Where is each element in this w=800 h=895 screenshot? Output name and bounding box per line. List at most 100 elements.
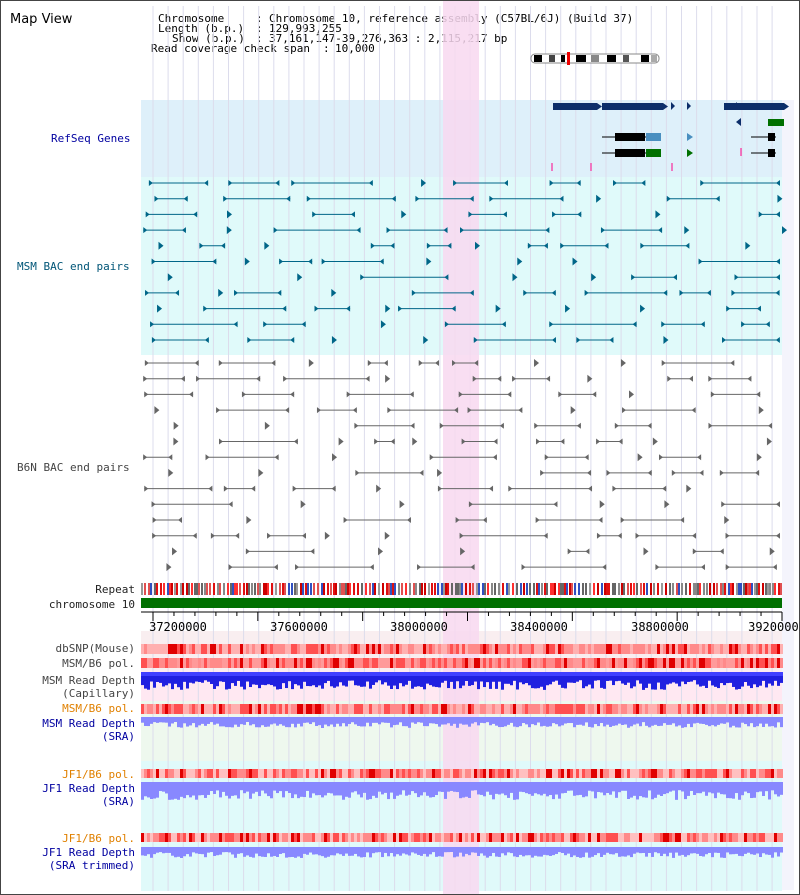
b6n-bac-pair-end [173,437,179,446]
polymorphism-cell [291,833,294,842]
polymorphism-cell [705,658,708,668]
read-depth-bar [441,717,444,725]
read-depth-bar [195,717,198,728]
b6n-bac-pair-end [369,564,374,571]
read-depth-bar [351,672,354,676]
read-depth-bar [411,672,414,676]
read-depth-bar [558,782,561,799]
polymorphism-cell [303,769,306,778]
read-depth-bar [177,717,180,728]
read-depth-bar [501,672,504,690]
polymorphism-cell [363,644,366,654]
polymorphism-cell [471,833,474,842]
read-depth-bar [642,717,645,723]
read-depth-bar [237,847,240,854]
polymorphism-cell [537,769,540,778]
polymorphism-cell [738,658,741,668]
repeat-block [713,583,715,595]
polymorphism-cell [462,704,465,714]
polymorphism-cell [585,769,588,778]
read-depth-bar [282,717,285,726]
polymorphism-cell [705,704,708,714]
repeat-block [282,583,284,595]
read-depth-bar [609,717,612,727]
read-depth-bar [594,672,597,681]
msm-bac-pair-end [157,304,163,313]
repeat-block [689,583,691,595]
msm-bac-pair-end [722,337,727,343]
read-depth-bar [318,717,321,726]
polymorphism-cell [294,769,297,778]
polymorphism-cell [693,644,696,654]
polymorphism-cell [498,704,501,714]
polymorphism-cell [282,833,285,842]
read-depth-bar [198,672,201,682]
polymorphism-cell [744,644,747,654]
b6n-bac-pair-end [756,453,762,462]
read-depth-bar [177,672,180,688]
polymorphism-cell [666,658,669,668]
repeat-block [627,583,629,595]
polymorphism-cell [456,833,459,842]
read-depth-bar [441,847,444,857]
polymorphism-cell [372,833,375,842]
read-depth-bar [441,672,444,676]
polymorphism-cell [228,769,231,778]
read-depth-bar [348,672,351,676]
polymorphism-cell [768,833,771,842]
read-depth-bar [168,672,171,684]
msm-bac-pair-end [221,242,226,249]
b6n-bac-pair-end [256,375,261,382]
polymorphism-cell [633,769,636,778]
read-depth-bar [657,672,660,676]
read-depth-bar [408,717,411,728]
polymorphism-cell [684,833,687,842]
polymorphism-cell [756,833,759,842]
read-depth-bar [459,672,462,676]
read-depth-bar [399,782,402,795]
b6n-bac-pair-end [614,422,619,429]
polymorphism-cell [348,769,351,778]
read-depth-bar [591,672,594,689]
read-depth-bar [720,672,723,676]
repeat-label: Repeat [95,583,135,596]
b6n-bac-pair-end [273,564,278,571]
polymorphism-cell [309,769,312,778]
polymorphism-cell [411,833,414,842]
polymorphism-cell [402,644,405,654]
jf1-depth-trim-label-1: JF1 Read Depth [42,846,135,859]
read-depth-bar [759,782,762,792]
polymorphism-cell [612,644,615,654]
polymorphism-cell [483,644,486,654]
polymorphism-cell [228,658,231,668]
repeat-block [201,583,203,595]
polymorphism-cell [156,658,159,668]
msm-bac-pair-end [308,258,313,265]
read-depth-bar [768,672,771,676]
read-depth-bar [450,717,453,726]
polymorphism-cell [309,833,312,842]
repeat-block [254,583,256,595]
b6n-bac-pair-end [324,531,330,540]
repeat-block [774,583,776,595]
read-depth-bar [312,717,315,723]
polymorphism-cell [606,704,609,714]
read-depth-bar [648,717,651,728]
polymorphism-cell [372,704,375,714]
repeat-block [296,583,298,595]
refseq-genes-label: RefSeq Genes [51,132,131,145]
polymorphism-cell [189,833,192,842]
polymorphism-cell [522,658,525,668]
read-depth-bar [276,672,279,690]
polymorphism-cell [309,644,312,654]
read-depth-bar [495,782,498,794]
b6n-bac-pair-end [470,564,475,571]
polymorphism-cell [711,644,714,654]
read-depth-bar [699,717,702,724]
b6n-bac-pair-end [535,517,540,523]
polymorphism-cell [402,833,405,842]
read-depth-bar [375,672,378,676]
read-depth-bar [462,717,465,725]
polymorphism-cell [531,658,534,668]
